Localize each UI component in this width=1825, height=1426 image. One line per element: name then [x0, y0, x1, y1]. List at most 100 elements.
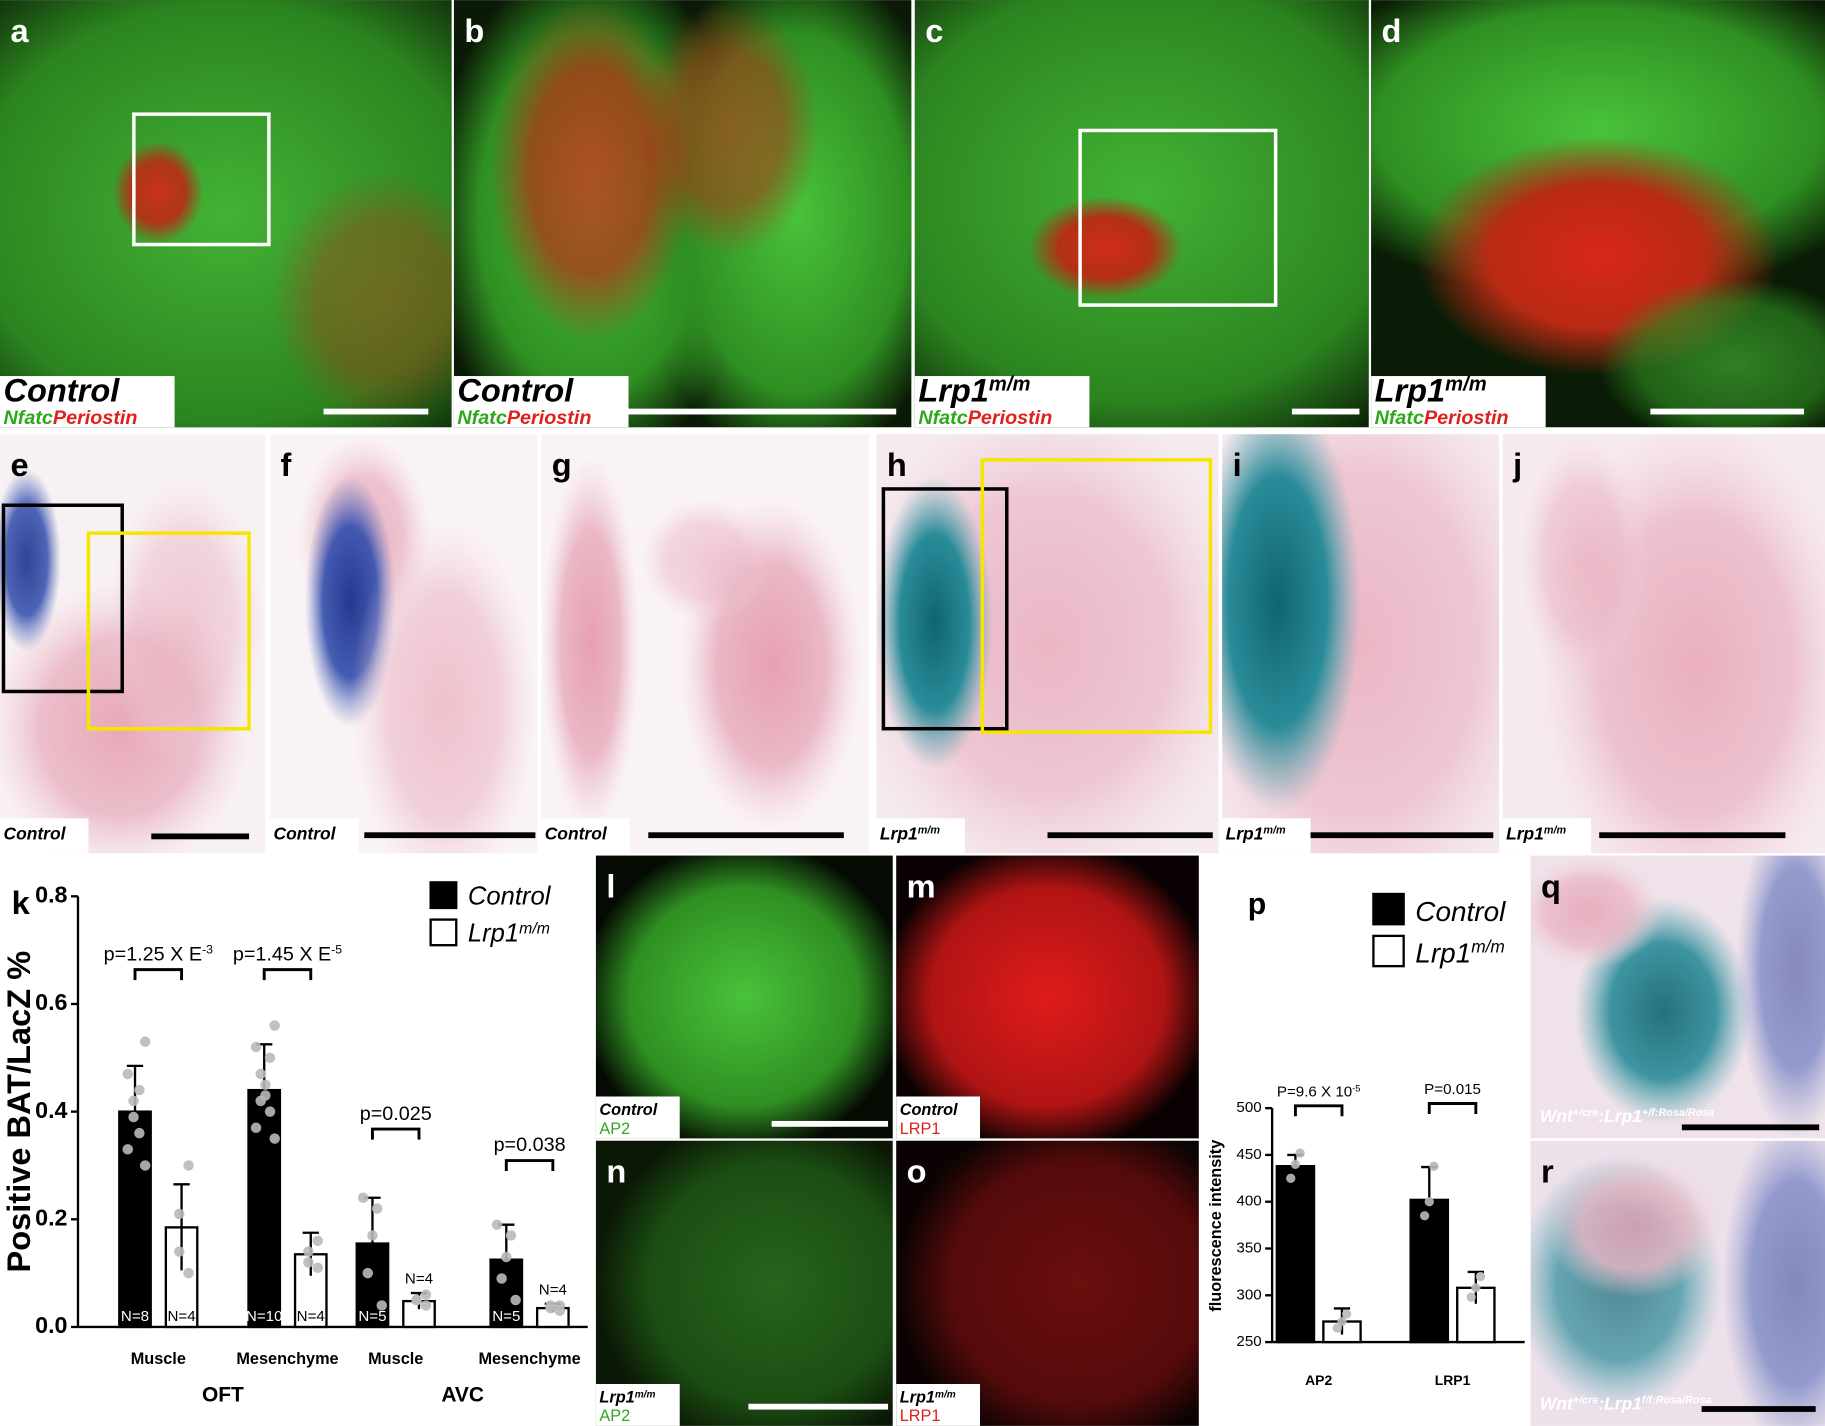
inset-box [86, 531, 251, 731]
scale-bar [1251, 832, 1494, 839]
legend-swatch [1372, 934, 1405, 968]
stain-name: Periostin [53, 407, 138, 429]
micrograph-texture [914, 0, 1369, 428]
data-point [491, 1219, 503, 1230]
genotype-label: Control [900, 1101, 958, 1119]
data-point [303, 1246, 314, 1257]
micrograph-texture [896, 1140, 1199, 1426]
data-point [367, 1230, 378, 1241]
group-label: OFT [202, 1383, 244, 1406]
label-box [595, 1383, 680, 1426]
micrograph-texture [1371, 0, 1825, 428]
genotype-label-part: Lrp1 [900, 1389, 935, 1407]
legend-label: Lrp1m/m [1415, 937, 1505, 969]
genotype-label-part: Wnt [1540, 1394, 1574, 1414]
p-value-part: P=0.015 [1424, 1081, 1481, 1098]
x-tick-label: Muscle [131, 1350, 186, 1368]
data-point [371, 1203, 383, 1214]
significance-bracket [1427, 1102, 1478, 1114]
scale-bar [648, 832, 844, 839]
data-point [362, 1267, 374, 1279]
panel-letter: o [907, 1154, 927, 1190]
n-label: N=4 [405, 1271, 433, 1288]
p-value-part: -5 [331, 942, 342, 956]
y-tick-label: 0.2 [35, 1204, 67, 1230]
stain-name: Periostin [1424, 407, 1509, 429]
n-label: N=4 [539, 1282, 567, 1299]
x-tick-label: Mesenchyme [236, 1350, 338, 1368]
genotype-label-part: m/m [989, 374, 1031, 396]
data-point [554, 1300, 566, 1311]
tissue [639, 497, 771, 623]
genotype-label: Control [457, 373, 574, 409]
stain-label: LRP1 [900, 1120, 941, 1138]
panel-letter: f [281, 447, 292, 483]
genotype-label-part: m/m [1544, 824, 1567, 836]
p-value-part: p=1.25 X E [104, 943, 202, 965]
label-box [914, 376, 1090, 428]
genotype-label-part: Control [545, 823, 608, 843]
data-point [128, 1095, 139, 1107]
y-tick-label: 0.4 [35, 1097, 67, 1123]
data-point [250, 1041, 262, 1053]
legend-label-part: m/m [519, 920, 550, 937]
genotype-label: Lrp1m/m [1226, 823, 1286, 843]
panel-letter: h [887, 447, 907, 483]
scale-bar [364, 832, 536, 839]
panel-letter: j [1512, 447, 1522, 483]
data-point [376, 1300, 387, 1311]
data-point [312, 1235, 323, 1247]
y-tick-label: 450 [1236, 1146, 1261, 1163]
p-value: P=0.015 [1424, 1081, 1481, 1098]
stain-name: Periostin [968, 407, 1053, 429]
tissue [350, 518, 538, 854]
y-tick-label: 300 [1236, 1286, 1261, 1303]
stain-label: NfatcPeriostin [918, 407, 1052, 429]
stain-name: Periostin [507, 407, 592, 429]
micrograph-texture [876, 434, 1219, 854]
genotype-label-part: +/cre [1573, 1107, 1599, 1119]
genotype-label-part: Lrp1 [880, 823, 918, 843]
genotype-label: Control [545, 823, 608, 843]
micrograph-texture [1530, 1140, 1825, 1426]
micrograph-texture [1518, 434, 1825, 854]
label-box [1502, 818, 1592, 854]
p-value-part: p=0.038 [494, 1134, 566, 1156]
tissue [636, 0, 820, 257]
y-tick-label: 0.8 [35, 881, 67, 907]
data-point [1429, 1161, 1439, 1171]
stain-label: NfatcPeriostin [457, 407, 591, 429]
label-box [453, 376, 629, 428]
panel-letter: q [1541, 868, 1561, 904]
legend-swatch [429, 881, 458, 910]
data-point [1337, 1316, 1347, 1327]
genotype-label: Wnt+/cre:Lrp1f/f:Rosa/Rosa [1540, 1394, 1712, 1414]
p-value: P=9.6 X 10-5 [1277, 1084, 1361, 1101]
data-point [505, 1230, 517, 1241]
inset-box [1, 503, 124, 694]
genotype-label: Lrp1m/m [918, 373, 1030, 409]
data-point [139, 1036, 151, 1047]
data-point [134, 1084, 145, 1096]
genotype-label-part: m/m [918, 824, 941, 836]
tissue [1545, 1154, 1722, 1298]
micrograph-texture [595, 1140, 893, 1426]
data-point [269, 1020, 280, 1031]
genotype-label-part: Control [3, 823, 66, 843]
stain-name: Nfatc [1375, 407, 1424, 429]
inset-box [881, 487, 1009, 731]
legend-label-part: Control [1415, 896, 1506, 927]
genotype-label: Control [3, 823, 66, 843]
data-point [1290, 1159, 1301, 1169]
data-point [250, 1122, 262, 1134]
x-tick-label: AP2 [1305, 1372, 1332, 1388]
genotype-label-part: m/m [1445, 374, 1487, 396]
tissue [1736, 855, 1825, 1139]
legend-label-part: Control [468, 882, 552, 910]
genotype-label-part: m/m [1263, 824, 1286, 836]
stain-label: NfatcPeriostin [1375, 407, 1509, 429]
genotype-label: Lrp1m/m [900, 1389, 956, 1407]
micrograph-texture [0, 467, 266, 854]
panel-letter: l [606, 868, 615, 904]
label-box [896, 1383, 981, 1426]
